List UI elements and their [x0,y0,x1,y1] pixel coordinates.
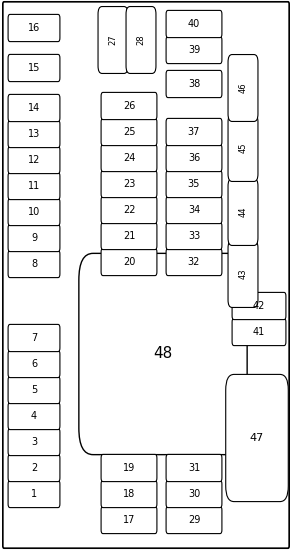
Text: 4: 4 [31,411,37,421]
FancyBboxPatch shape [8,172,60,200]
FancyBboxPatch shape [101,145,157,172]
FancyBboxPatch shape [8,54,60,81]
Text: 25: 25 [123,127,135,137]
Text: 14: 14 [28,103,40,113]
FancyBboxPatch shape [228,240,258,307]
FancyBboxPatch shape [166,170,222,197]
Text: 32: 32 [188,257,200,267]
Text: 7: 7 [31,333,37,343]
FancyBboxPatch shape [8,454,60,482]
FancyBboxPatch shape [8,14,60,42]
FancyBboxPatch shape [8,224,60,251]
FancyBboxPatch shape [166,507,222,534]
Text: 34: 34 [188,205,200,215]
FancyBboxPatch shape [166,196,222,224]
Text: 36: 36 [188,153,200,163]
FancyBboxPatch shape [166,480,222,508]
FancyBboxPatch shape [8,199,60,225]
FancyBboxPatch shape [8,250,60,278]
FancyBboxPatch shape [166,36,222,64]
FancyBboxPatch shape [8,376,60,404]
Text: 45: 45 [239,143,248,153]
Text: 8: 8 [31,259,37,269]
Text: 2: 2 [31,463,37,473]
FancyBboxPatch shape [126,7,156,74]
Text: 6: 6 [31,359,37,369]
FancyBboxPatch shape [166,222,222,250]
Text: 16: 16 [28,23,40,33]
Text: 22: 22 [123,205,135,215]
FancyBboxPatch shape [228,114,258,182]
Text: 28: 28 [136,35,145,45]
FancyBboxPatch shape [166,454,222,482]
Text: 18: 18 [123,489,135,499]
Text: 42: 42 [253,301,265,311]
Text: 43: 43 [239,269,248,279]
Text: 29: 29 [188,515,200,525]
Text: 19: 19 [123,463,135,473]
FancyBboxPatch shape [166,249,222,276]
FancyBboxPatch shape [226,375,288,502]
Text: 10: 10 [28,207,40,217]
Text: 39: 39 [188,45,200,55]
Text: 13: 13 [28,129,40,139]
Text: 26: 26 [123,101,135,111]
Text: 20: 20 [123,257,135,267]
FancyBboxPatch shape [166,145,222,172]
FancyBboxPatch shape [101,196,157,224]
Text: 9: 9 [31,233,37,243]
Text: 33: 33 [188,231,200,241]
FancyBboxPatch shape [8,480,60,508]
Text: 17: 17 [123,515,135,525]
Text: 31: 31 [188,463,200,473]
Text: 15: 15 [28,63,40,73]
Text: 23: 23 [123,179,135,189]
FancyBboxPatch shape [8,146,60,174]
Text: 27: 27 [109,35,117,45]
FancyBboxPatch shape [166,118,222,146]
Text: 3: 3 [31,437,37,447]
Text: 11: 11 [28,181,40,191]
Text: 5: 5 [31,385,37,395]
Text: 12: 12 [28,155,40,165]
FancyBboxPatch shape [8,95,60,122]
FancyBboxPatch shape [166,10,222,37]
Text: 41: 41 [253,327,265,337]
Text: 47: 47 [250,433,264,443]
FancyBboxPatch shape [8,324,60,351]
FancyBboxPatch shape [232,293,286,320]
Text: 48: 48 [153,346,173,361]
FancyBboxPatch shape [3,2,289,548]
Text: 21: 21 [123,231,135,241]
Text: 40: 40 [188,19,200,29]
FancyBboxPatch shape [8,403,60,430]
Text: 30: 30 [188,489,200,499]
FancyBboxPatch shape [8,350,60,378]
FancyBboxPatch shape [101,480,157,508]
FancyBboxPatch shape [8,120,60,147]
FancyBboxPatch shape [101,454,157,482]
Text: 1: 1 [31,489,37,499]
Text: 37: 37 [188,127,200,137]
Text: 44: 44 [239,207,248,217]
FancyBboxPatch shape [8,428,60,455]
FancyBboxPatch shape [101,118,157,146]
FancyBboxPatch shape [228,54,258,122]
Text: 24: 24 [123,153,135,163]
Text: 35: 35 [188,179,200,189]
FancyBboxPatch shape [98,7,128,74]
Text: 46: 46 [239,82,248,94]
FancyBboxPatch shape [101,92,157,119]
FancyBboxPatch shape [228,179,258,245]
FancyBboxPatch shape [101,222,157,250]
FancyBboxPatch shape [101,507,157,534]
FancyBboxPatch shape [101,249,157,276]
FancyBboxPatch shape [232,318,286,345]
FancyBboxPatch shape [79,254,247,455]
Text: 38: 38 [188,79,200,89]
FancyBboxPatch shape [166,70,222,97]
FancyBboxPatch shape [101,170,157,197]
